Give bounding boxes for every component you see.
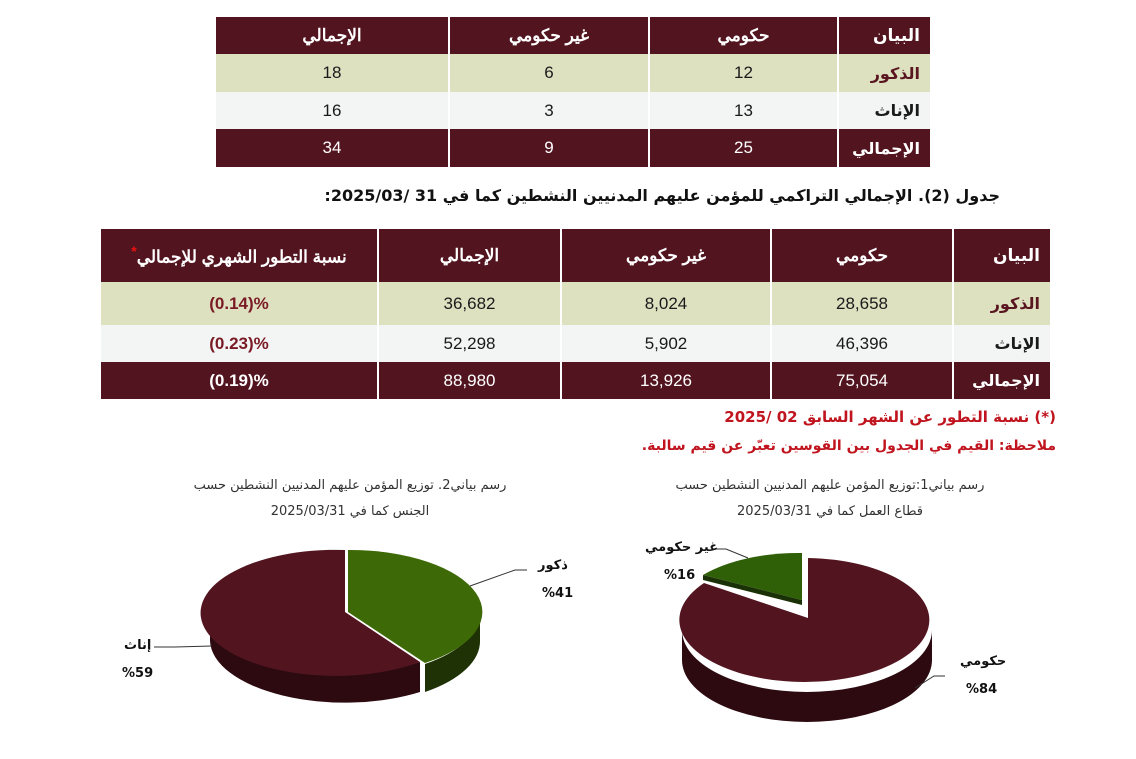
cell-change: %(0.19) xyxy=(101,362,379,399)
cell-total: 18 xyxy=(216,54,450,92)
chart-1-label-nongov: غير حكومي xyxy=(645,540,719,555)
chart-1-value-nongov: %16 xyxy=(664,568,696,583)
chart-2-label-female: إناث xyxy=(124,638,152,653)
cell-gov: 75,054 xyxy=(770,362,954,399)
row-label: الإناث xyxy=(952,325,1050,362)
cell-gov: 46,396 xyxy=(770,325,954,362)
chart-2-title-line1: رسم بياني2. توزيع المؤمن عليهم المدنيين … xyxy=(193,478,507,493)
cell-nongov: 13,926 xyxy=(560,362,772,399)
table-total-row: الإجمالي 75,054 13,926 88,980 %(0.19) xyxy=(101,362,1050,399)
cell-total: 16 xyxy=(216,92,450,129)
chart-2-title: رسم بياني2. توزيع المؤمن عليهم المدنيين … xyxy=(170,473,530,525)
table-total-row: الإجمالي 25 9 34 xyxy=(216,129,930,167)
cell-nongov: 8,024 xyxy=(560,282,772,325)
table-row: الإناث 46,396 5,902 52,298 %(0.23) xyxy=(101,325,1050,362)
header-label: البيان xyxy=(837,17,930,54)
cell-nongov: 6 xyxy=(448,54,650,92)
header-nongov: غير حكومي xyxy=(448,17,650,54)
pie-1-gov-slice xyxy=(679,558,930,682)
cell-change: %(0.23) xyxy=(101,325,379,362)
chart-1-title-line1: رسم بياني1:توزيع المؤمن عليهم المدنيين ا… xyxy=(675,478,985,493)
table-2-header: البيان حكومي غير حكومي الإجمالي نسبة الت… xyxy=(101,229,1050,282)
header-gov: حكومي xyxy=(770,229,954,282)
pie-2-male-slice xyxy=(348,549,483,663)
remark: ملاحظة: القيم في الجدول بين القوسين تعبّ… xyxy=(641,438,1056,454)
table-2-caption: جدول (2). الإجمالي التراكمي للمؤمن عليهم… xyxy=(324,186,1000,205)
chart-1-label-gov: حكومي xyxy=(960,654,1007,669)
pie-1-gov-side xyxy=(682,630,932,722)
pie-2-male-side xyxy=(425,612,481,692)
table-1-header: البيان حكومي غير حكومي الإجمالي xyxy=(216,17,930,54)
cell-nongov: 9 xyxy=(448,129,650,167)
pie-1-nongov-slice xyxy=(703,552,802,600)
table-1: البيان حكومي غير حكومي الإجمالي الذكور 1… xyxy=(216,17,930,167)
row-label: الإجمالي xyxy=(837,129,930,167)
chart-2-label-male: ذكور xyxy=(538,558,568,573)
chart-2-title-line2: الجنس كما في 2025/03/31 xyxy=(270,504,430,519)
row-label: الذكور xyxy=(952,282,1050,325)
row-label: الذكور xyxy=(837,54,930,92)
header-gov: حكومي xyxy=(648,17,839,54)
cell-total: 52,298 xyxy=(377,325,562,362)
cell-nongov: 3 xyxy=(448,92,650,129)
asterisk-marker: * xyxy=(131,243,137,260)
table-2: البيان حكومي غير حكومي الإجمالي نسبة الت… xyxy=(101,229,1050,399)
chart-1-value-gov: %84 xyxy=(966,682,998,697)
header-nongov: غير حكومي xyxy=(560,229,772,282)
cell-nongov: 5,902 xyxy=(560,325,772,362)
chart-2-value-female: %59 xyxy=(122,666,154,681)
header-change: نسبة التطور الشهري للإجمالي* xyxy=(101,229,379,282)
footnote: (*) نسبة التطور عن الشهر السابق 02 /2025 xyxy=(724,408,1056,426)
table-row: الذكور 28,658 8,024 36,682 %(0.14) xyxy=(101,282,1050,325)
chart-1-title-line2: قطاع العمل كما في 2025/03/31 xyxy=(737,504,923,519)
header-change-label: نسبة التطور الشهري للإجمالي xyxy=(136,247,347,267)
cell-total: 88,980 xyxy=(377,362,562,399)
row-label: الإناث xyxy=(837,92,930,129)
header-label: البيان xyxy=(952,229,1050,282)
pie-2-female-side xyxy=(210,611,420,703)
cell-gov: 13 xyxy=(648,92,839,129)
cell-total: 36,682 xyxy=(377,282,562,325)
chart-2-value-male: %41 xyxy=(542,586,574,601)
header-total: الإجمالي xyxy=(216,17,450,54)
pie-2-female-slice xyxy=(200,549,420,676)
row-label: الإجمالي xyxy=(952,362,1050,399)
cell-gov: 28,658 xyxy=(770,282,954,325)
cell-total: 34 xyxy=(216,129,450,167)
table-row: الإناث 13 3 16 xyxy=(216,92,930,129)
cell-gov: 12 xyxy=(648,54,839,92)
chart-1-title: رسم بياني1:توزيع المؤمن عليهم المدنيين ا… xyxy=(640,473,1020,525)
header-total: الإجمالي xyxy=(377,229,562,282)
cell-gov: 25 xyxy=(648,129,839,167)
table-row: الذكور 12 6 18 xyxy=(216,54,930,92)
cell-change: %(0.14) xyxy=(101,282,379,325)
